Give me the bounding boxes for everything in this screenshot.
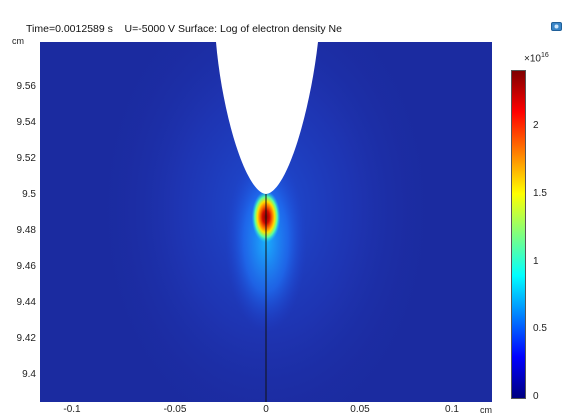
x-tick-label: -0.1 [63,404,81,415]
y-tick-label: 9.56 [16,81,36,92]
x-tick-label: 0.05 [350,404,370,415]
colorbar-tick-label: 1 [533,256,539,267]
y-tick-label: 9.4 [22,369,36,380]
y-tick-label: 9.44 [16,297,36,308]
plot-title: Time=0.0012589 s U=-5000 V Surface: Log … [26,23,342,35]
y-tick-label: 9.46 [16,261,36,272]
plot-area[interactable] [40,42,492,402]
colorbar-tick-label: 0.5 [533,323,547,334]
y-tick-label: 9.5 [22,189,36,200]
y-axis-unit: cm [12,36,24,46]
y-tick-label: 9.42 [16,333,36,344]
y-tick-label: 9.48 [16,225,36,236]
colorbar-multiplier: ×1016 [524,52,549,65]
y-tick-label: 9.52 [16,153,36,164]
x-tick-label: 0.1 [445,404,459,415]
colorbar-tick-label: 0 [533,391,539,402]
y-tick-label: 9.54 [16,117,36,128]
colorbar-tick-label: 1.5 [533,188,547,199]
x-tick-label: -0.05 [163,404,187,415]
x-axis-unit: cm [480,405,492,415]
colorbar-tick-label: 2 [533,120,539,131]
x-tick-label: 0 [263,404,269,415]
camera-icon[interactable] [551,18,562,31]
electrode-tip [216,42,318,194]
colorbar [511,70,526,399]
